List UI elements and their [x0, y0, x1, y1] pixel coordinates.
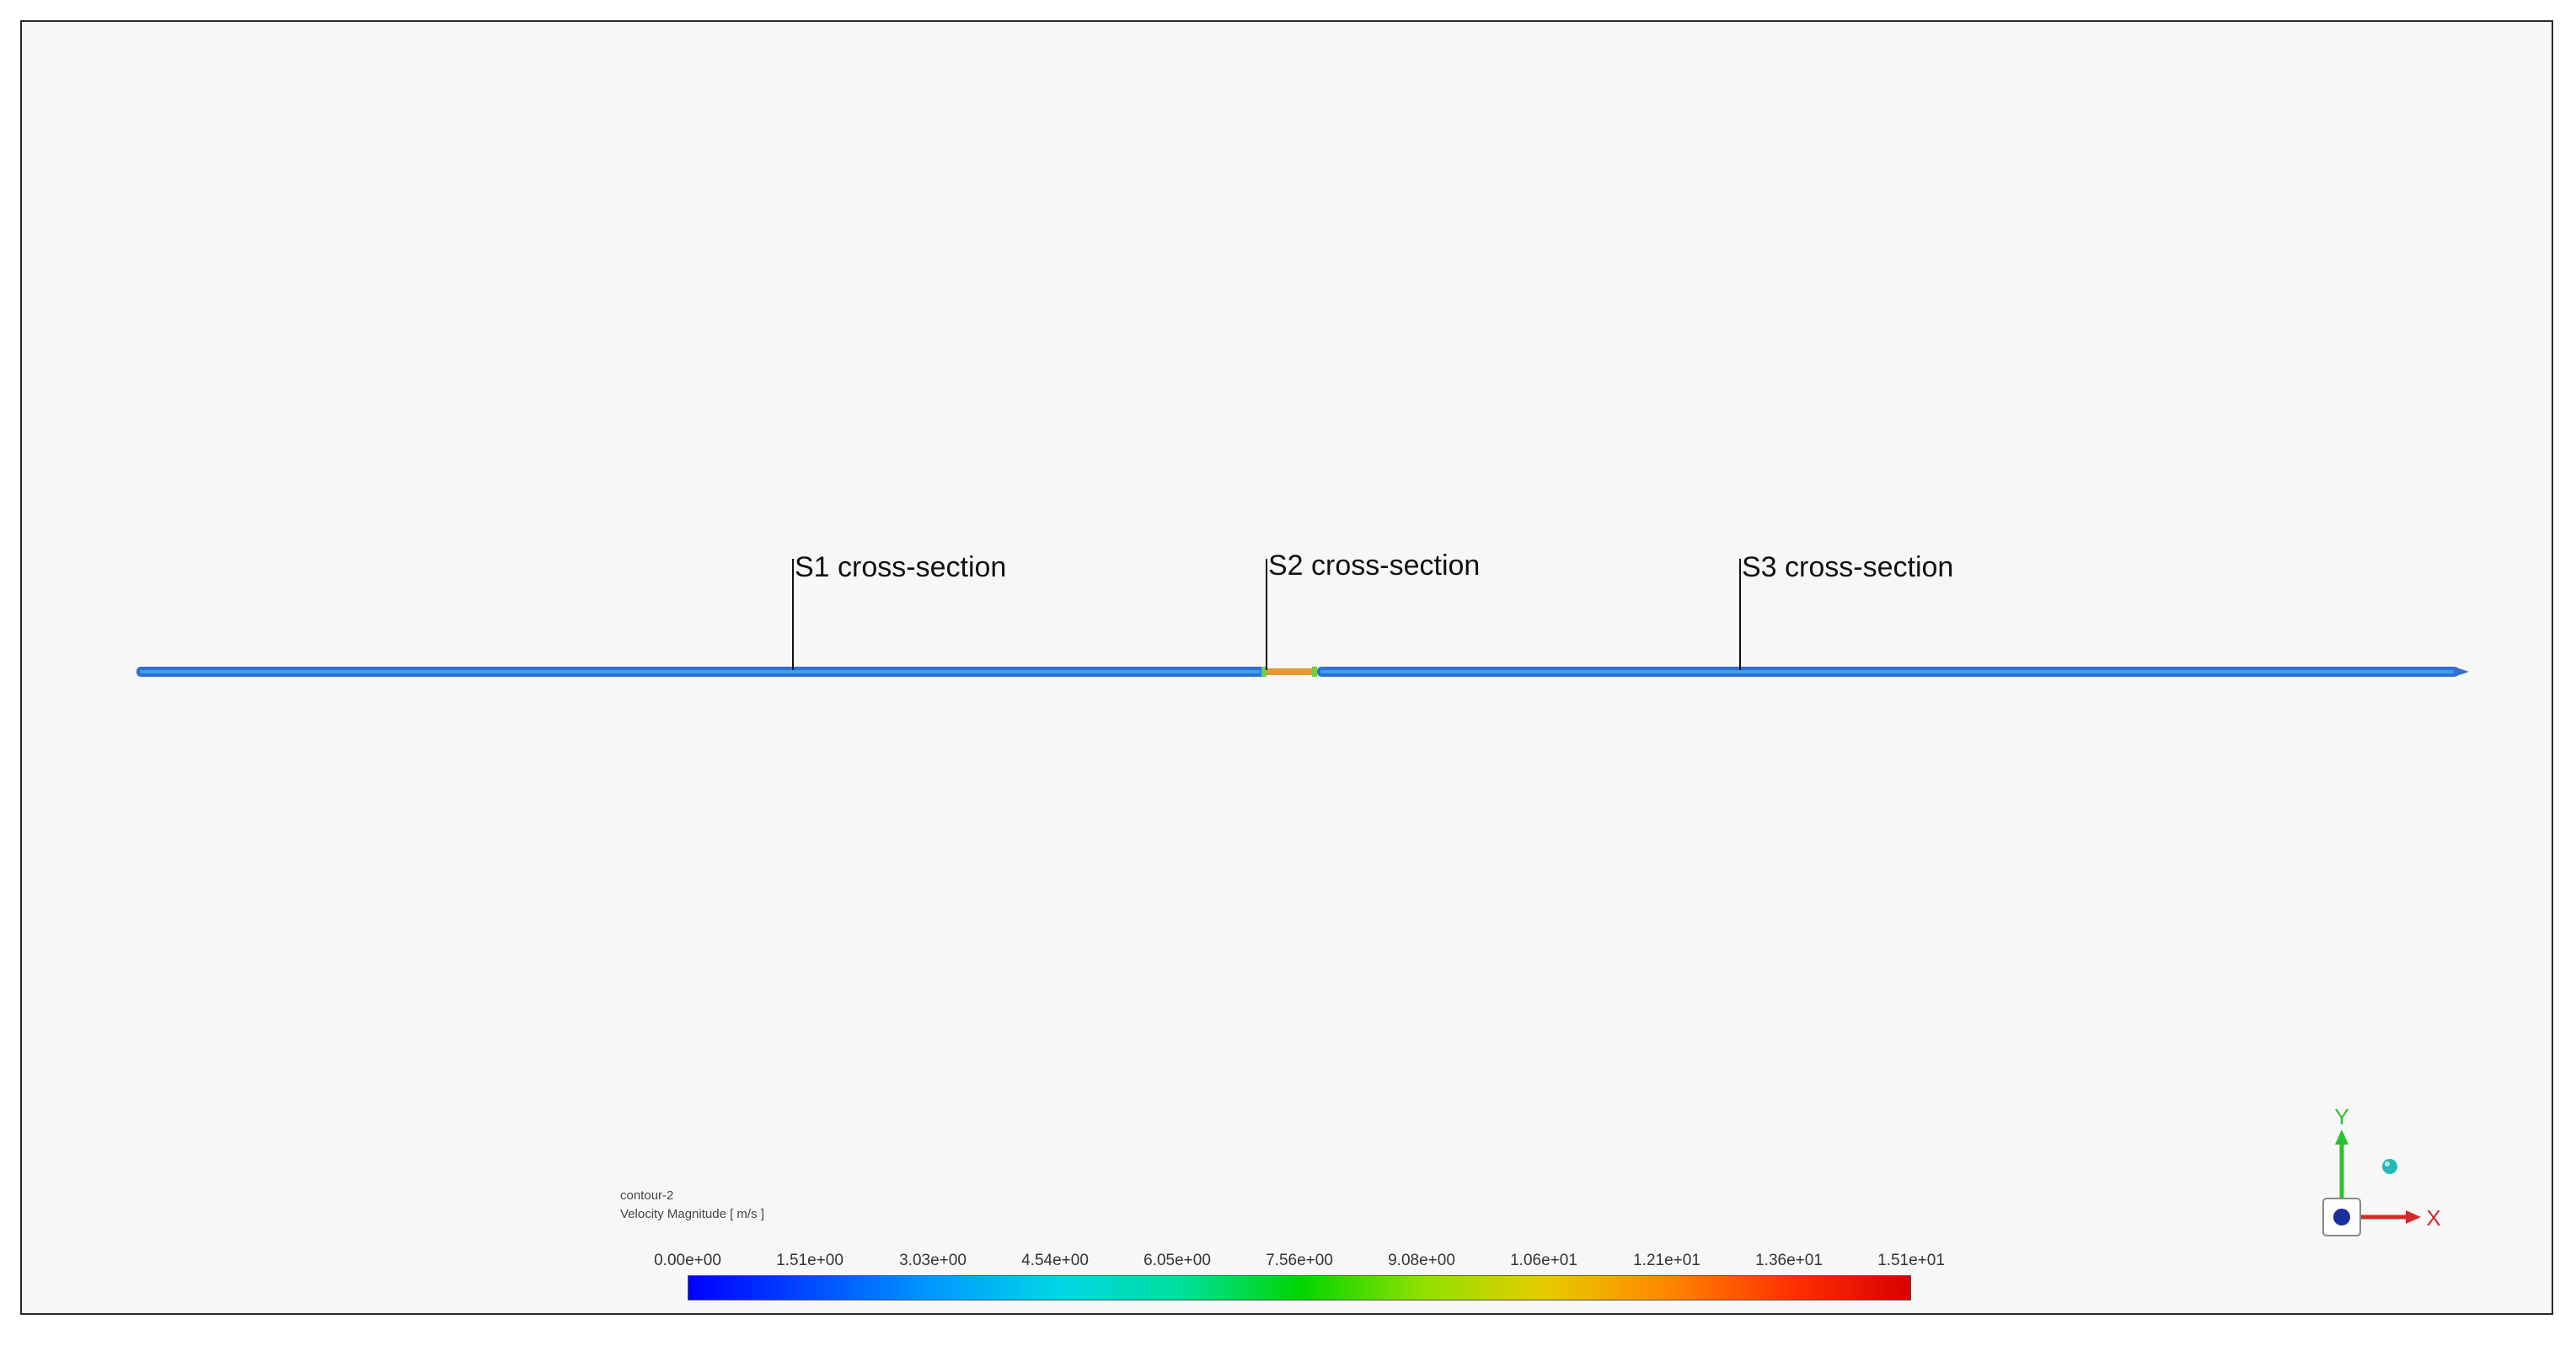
s1-cross-section-label: S1 cross-section	[795, 551, 1007, 583]
pipe-core-right	[1320, 670, 2454, 673]
s2-cross-section-label: S2 cross-section	[1268, 550, 1481, 582]
pipe-constriction-edge-left	[1261, 667, 1267, 677]
view-sphere-icon[interactable]	[2382, 1159, 2397, 1174]
pipe-core-left	[140, 670, 1261, 673]
y-axis-arrowhead	[2335, 1129, 2348, 1145]
s3-cross-section-label: S3 cross-section	[1742, 551, 1954, 583]
axis-triad[interactable]: Y X	[2318, 1109, 2461, 1261]
pipe-geometry	[137, 559, 2469, 677]
y-axis-label: Y	[2334, 1109, 2348, 1129]
pipe-outlet-tip	[2454, 667, 2469, 677]
z-axis-marker	[2333, 1209, 2350, 1225]
view-sphere-highlight	[2385, 1161, 2390, 1166]
x-axis-arrowhead	[2406, 1210, 2421, 1224]
graphics-viewport[interactable]: S1 cross-section S2 cross-section S3 cro…	[20, 20, 2553, 1315]
pipe-constriction	[1266, 668, 1313, 675]
x-axis-label: X	[2426, 1205, 2440, 1231]
pipe-constriction-edge-right	[1312, 667, 1317, 677]
